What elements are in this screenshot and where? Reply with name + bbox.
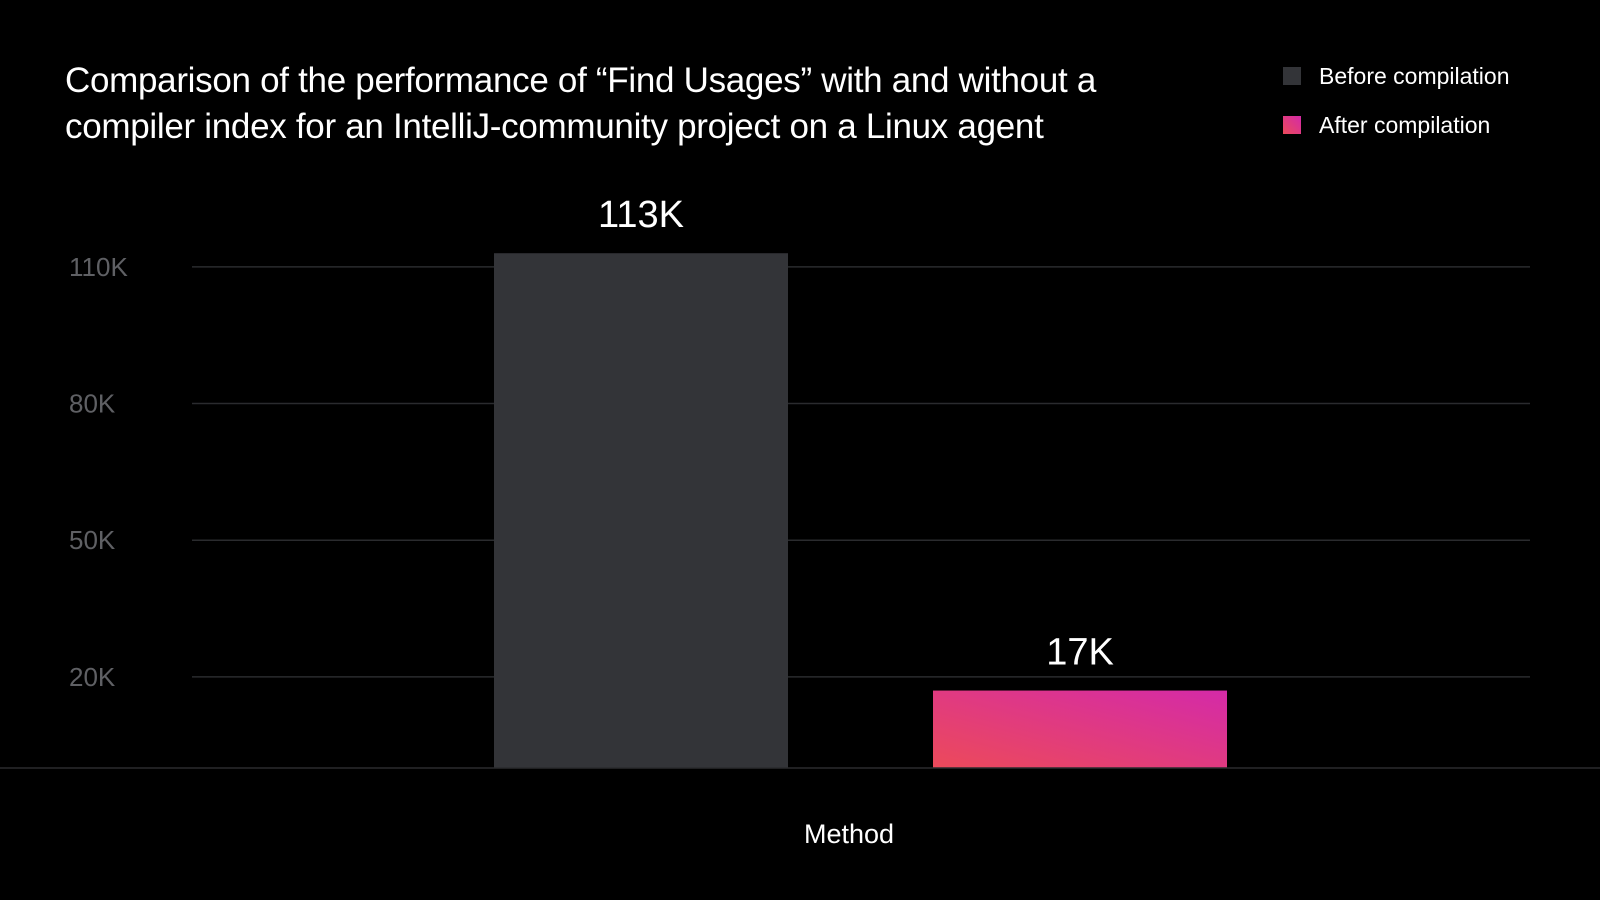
chart-title: Comparison of the performance of “Find U… — [65, 61, 1097, 146]
x-axis-label: Method — [804, 819, 894, 849]
value-label-after-compilation: 17K — [1046, 632, 1114, 674]
legend-label-after: After compilation — [1319, 111, 1491, 138]
y-tick-label-50k: 50K — [69, 525, 116, 555]
grid-lines — [192, 266, 1530, 678]
bar-before-compilation — [494, 253, 788, 769]
y-tick-label-20k: 20K — [69, 662, 116, 692]
bar-after-compilation — [933, 690, 1227, 768]
y-tick-label-110k: 110K — [69, 252, 128, 282]
legend-swatch-before — [1283, 67, 1301, 85]
legend-label-before: Before compilation — [1319, 62, 1510, 89]
legend-item-after: After compilation — [1283, 111, 1583, 138]
bars — [494, 253, 1227, 769]
legend: Before compilation After compilation — [1283, 62, 1583, 162]
y-tick-label-80k: 80K — [69, 389, 116, 419]
value-label-before-compilation: 113K — [598, 194, 684, 236]
legend-item-before: Before compilation — [1283, 62, 1583, 89]
legend-swatch-after — [1283, 116, 1301, 134]
value-labels: 113K 17K — [598, 194, 1114, 673]
y-axis-ticks: 20K 50K 80K 110K — [69, 252, 128, 692]
